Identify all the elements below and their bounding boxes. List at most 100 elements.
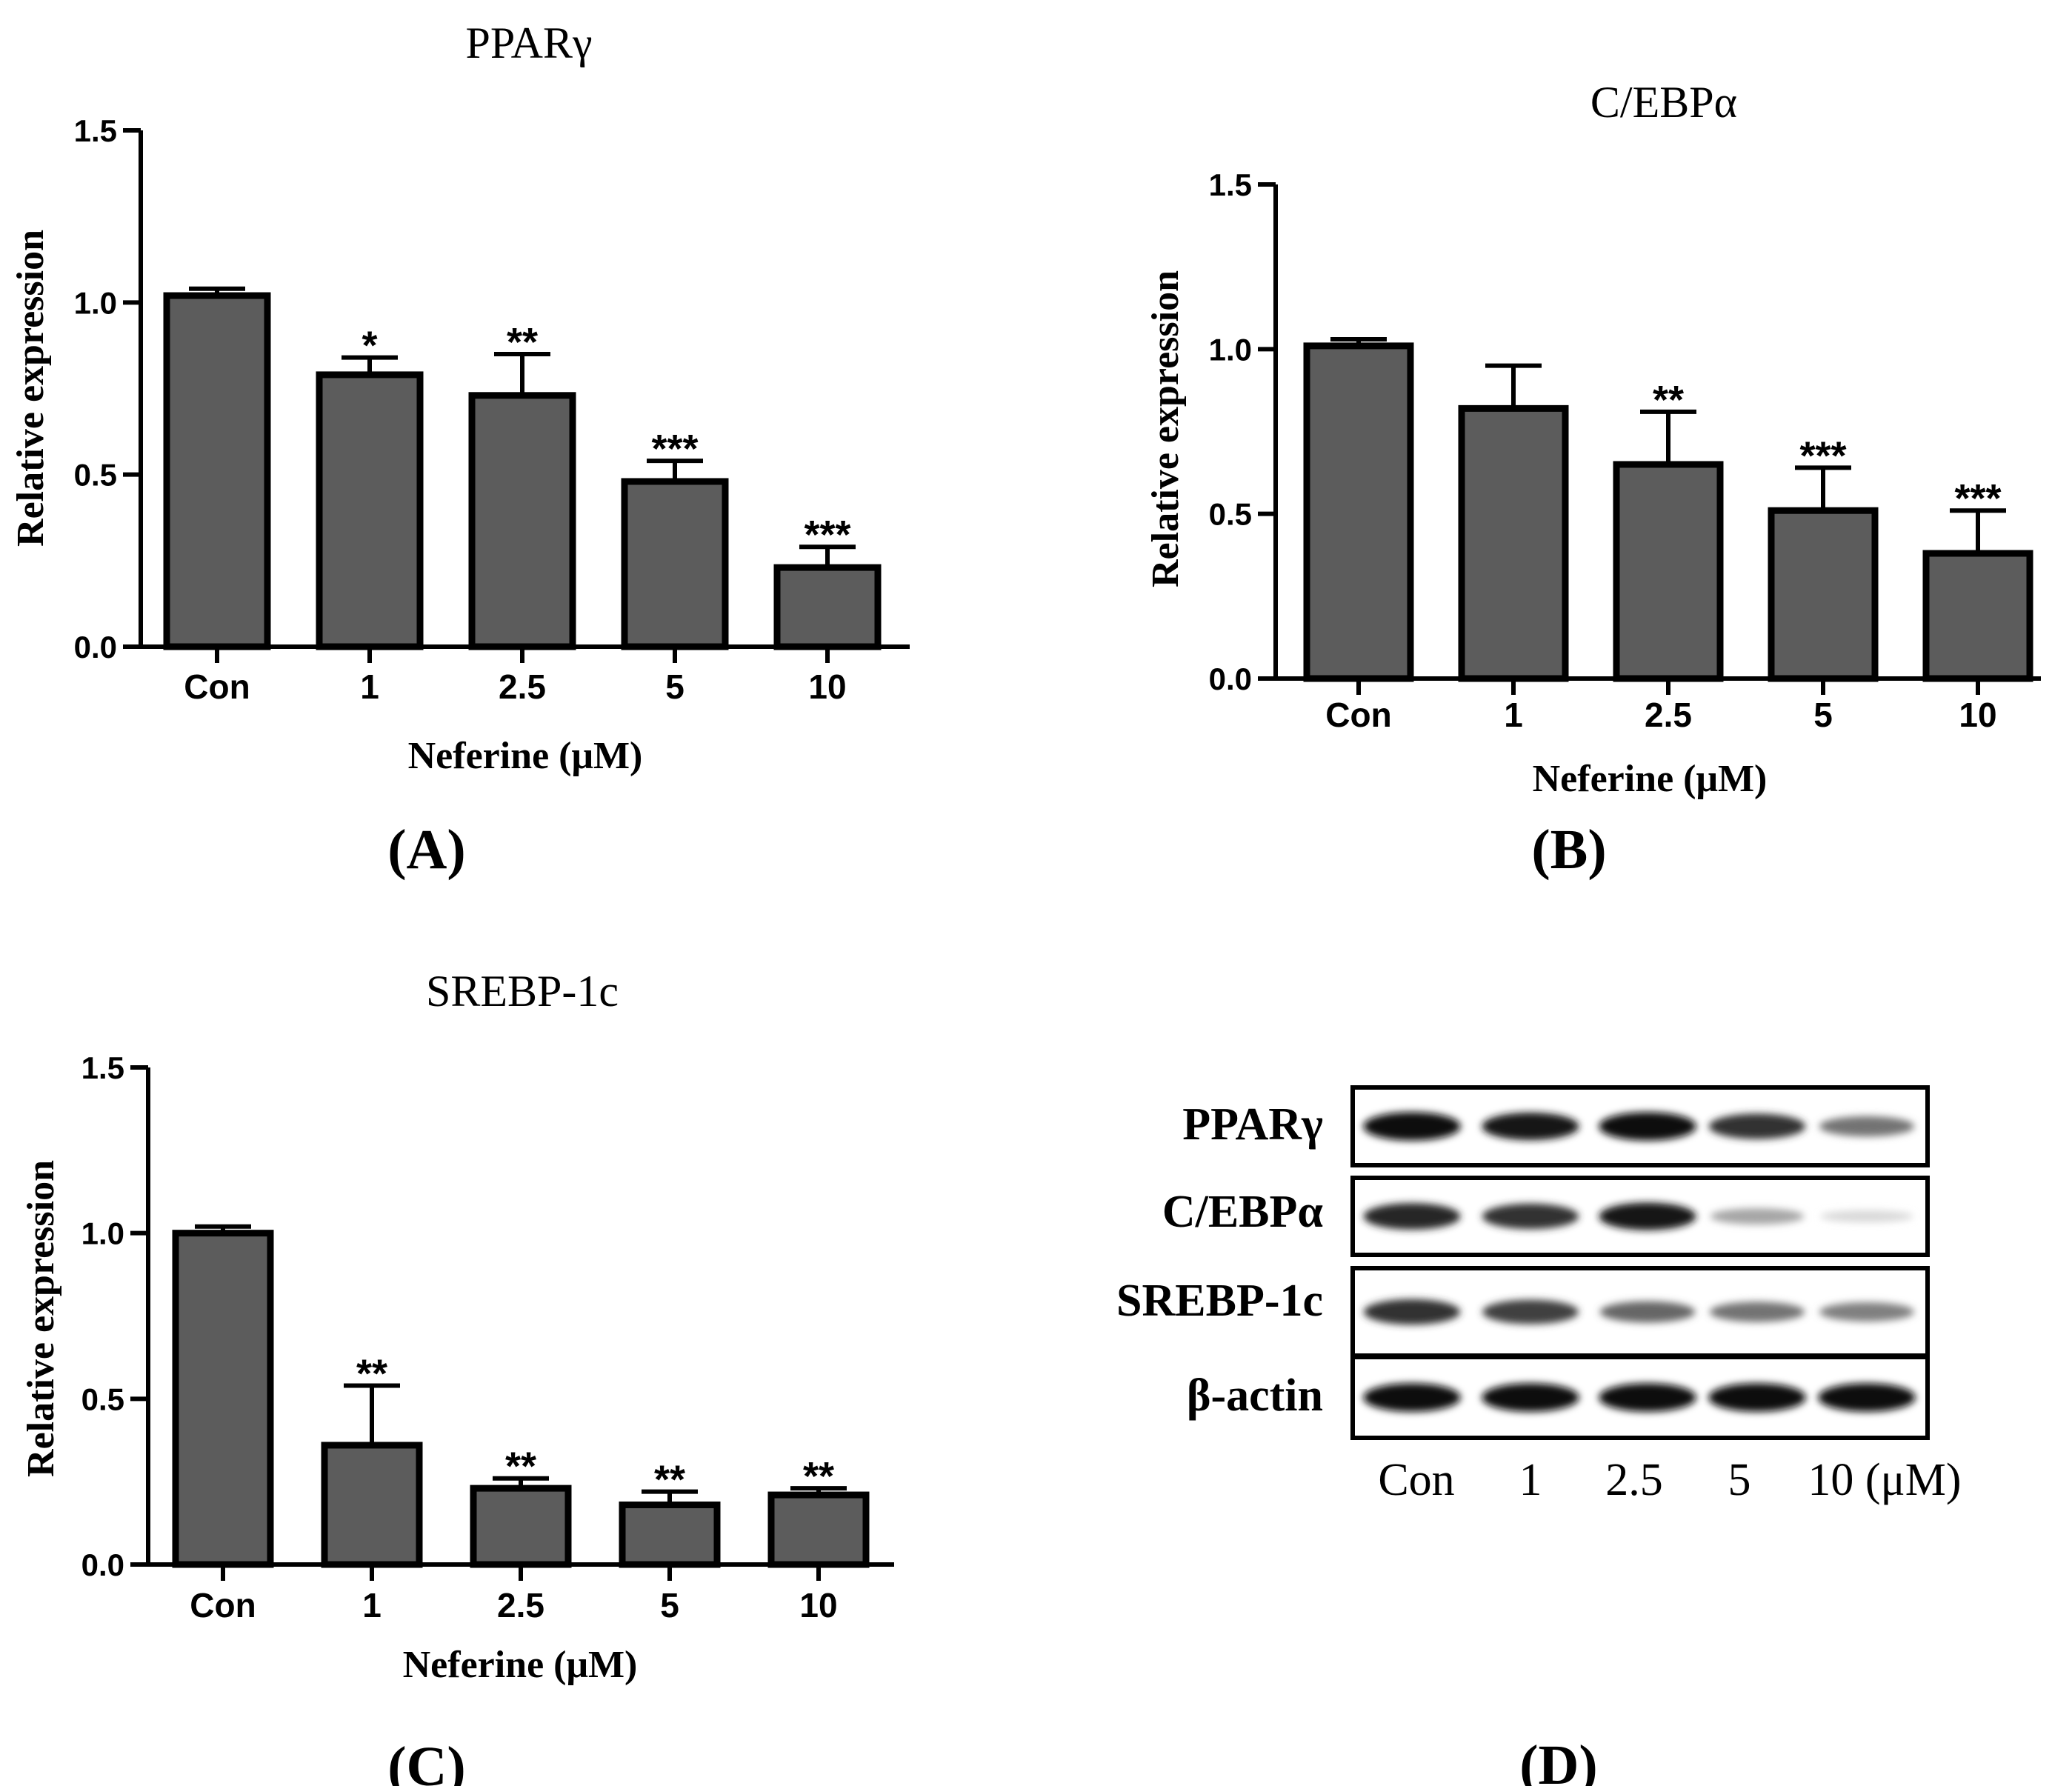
x-axis-label: Neferine (μM) (403, 1644, 638, 1686)
significance-label: ** (803, 1454, 834, 1499)
panel-label: (A) (387, 819, 466, 881)
x-tick-label: 10 (808, 667, 846, 706)
x-axis-label: Neferine (μM) (408, 735, 643, 777)
bar-5 (621, 478, 729, 650)
blot-band (1708, 1383, 1806, 1412)
significance-label: ** (356, 1351, 387, 1396)
panel-label: (D) (1519, 1734, 1598, 1786)
y-axis-label: Relative expression (10, 230, 52, 547)
blot-band (1482, 1203, 1579, 1230)
blot-band (1599, 1112, 1696, 1141)
blot-lane-label: 1 (1519, 1455, 1542, 1505)
blot-lane-label: 10 (μM) (1808, 1455, 1961, 1505)
x-tick-label: Con (190, 1586, 256, 1625)
y-tick-label: 1.5 (1209, 167, 1252, 202)
y-tick-label: 0.0 (74, 630, 117, 664)
blot-band (1709, 1302, 1805, 1322)
blot-band (1708, 1113, 1806, 1139)
bar-Con (172, 1230, 274, 1568)
y-tick-label: 1.5 (74, 113, 117, 148)
x-tick-label: 1 (362, 1586, 382, 1625)
blot-band (1363, 1383, 1461, 1412)
bar-10 (1922, 550, 2033, 682)
blot-band (1818, 1383, 1916, 1412)
significance-label: ** (507, 320, 538, 364)
blot-band (1710, 1208, 1805, 1224)
chart-title: SREBP-1c (426, 967, 619, 1016)
significance-label: ** (654, 1458, 685, 1502)
panel-label: (B) (1531, 819, 1606, 881)
blot-lane-label: 2.5 (1605, 1455, 1663, 1505)
bar-2_5 (470, 1485, 572, 1568)
x-tick-label: 10 (1959, 696, 1996, 734)
x-tick-label: 5 (665, 667, 684, 706)
blot-row-label: SREBP-1c (1116, 1276, 1323, 1326)
blot-band (1482, 1299, 1579, 1324)
blot-row-label: β-actin (1187, 1370, 1323, 1421)
y-tick-label: 1.0 (74, 285, 117, 320)
significance-label: ** (1653, 378, 1684, 422)
blot-band (1363, 1112, 1461, 1141)
bar-10 (767, 1491, 870, 1568)
y-axis-label: Relative expression (20, 1160, 62, 1477)
chart-panel-b: C/EBPα Relative expression 0.0 0.5 1.0 1.5 Con… (1145, 78, 2041, 881)
x-tick-label: 1 (1504, 696, 1523, 734)
y-tick-label: 1.0 (81, 1216, 124, 1251)
blot-band (1820, 1210, 1913, 1223)
western-blot-panel-d: PPARγ C/EBPα SREBP-1c β-actin Con 1 2.5 5 10 (μM… (1116, 1085, 1962, 1786)
bar-Con (163, 292, 271, 650)
significance-label: * (362, 324, 377, 368)
y-tick-label: 1.5 (81, 1050, 124, 1085)
bar-1 (316, 371, 424, 650)
blot-band (1819, 1302, 1914, 1322)
x-axis-label: Neferine (μM) (1533, 758, 1768, 800)
blot-band (1599, 1301, 1696, 1323)
y-tick-label: 0.5 (74, 458, 117, 493)
bar-5 (1768, 507, 1879, 682)
blot-row-label: PPARγ (1182, 1099, 1323, 1150)
bar-2_5 (468, 392, 576, 650)
significance-label: *** (1799, 433, 1846, 478)
bar-1 (1458, 404, 1569, 682)
blot-band (1482, 1383, 1579, 1412)
significance-label: ** (505, 1445, 536, 1489)
bar-Con (1303, 342, 1414, 682)
x-tick-label: 2.5 (1645, 696, 1692, 734)
y-tick-label: 0.5 (1209, 497, 1252, 532)
y-tick-label: 0.0 (1209, 662, 1252, 696)
x-tick-label: 10 (799, 1586, 837, 1625)
significance-label: *** (1954, 476, 2001, 521)
significance-label: *** (651, 427, 698, 471)
x-tick-label: 2.5 (497, 1586, 544, 1625)
x-tick-label: 2.5 (499, 667, 546, 706)
significance-label: *** (804, 513, 850, 557)
x-tick-label: Con (1325, 696, 1391, 734)
blot-lane-label: 5 (1728, 1455, 1751, 1505)
blot-lane-label: Con (1378, 1455, 1454, 1505)
x-tick-label: 1 (360, 667, 379, 706)
x-tick-label: 5 (1813, 696, 1833, 734)
blot-band (1482, 1112, 1579, 1141)
blot-row-label: C/EBPα (1162, 1187, 1323, 1237)
panel-label: (C) (387, 1736, 466, 1786)
y-tick-label: 1.0 (1209, 332, 1252, 367)
y-tick-label: 0.0 (81, 1547, 124, 1582)
chart-title: PPARγ (465, 19, 592, 67)
bar-2_5 (1613, 461, 1724, 682)
blot-band (1599, 1383, 1696, 1412)
chart-panel-a: PPARγ Relative expression 0.0 0.5 1.0 1.5 Con *… (10, 19, 910, 881)
blot-band (1363, 1299, 1461, 1325)
chart-title: C/EBPα (1590, 78, 1737, 127)
blot-band (1819, 1116, 1915, 1137)
x-tick-label: 5 (660, 1586, 679, 1625)
y-tick-label: 0.5 (81, 1382, 124, 1416)
bar-1 (321, 1442, 423, 1568)
x-tick-label: Con (184, 667, 250, 706)
blot-band (1363, 1203, 1461, 1230)
y-axis-label: Relative expression (1145, 270, 1187, 587)
bar-10 (773, 564, 882, 650)
chart-panel-c: SREBP-1c Relative expression 0.0 0.5 1.0 1.5 C… (20, 967, 894, 1786)
bar-5 (619, 1501, 721, 1568)
blot-band (1599, 1202, 1696, 1230)
